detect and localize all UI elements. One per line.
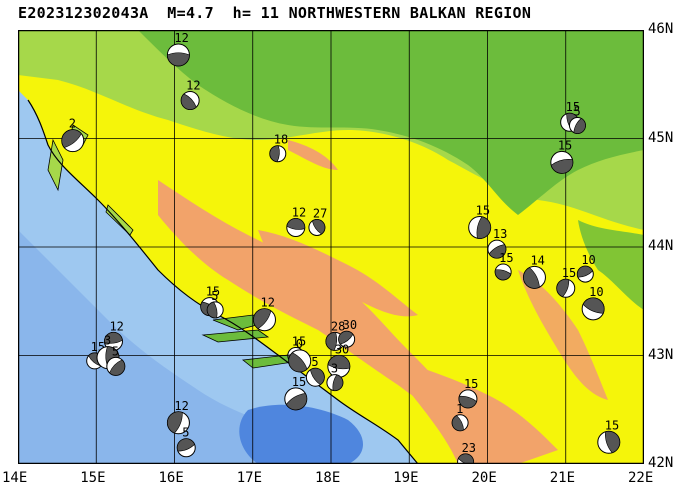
depth-label: 10 <box>581 253 595 267</box>
focal-mechanism: 12 <box>252 296 276 332</box>
longitude-label: 22E <box>628 470 654 486</box>
depth-label: 12 <box>174 31 188 45</box>
focal-mechanism: 12 <box>103 319 124 351</box>
longitude-label: 20E <box>471 470 497 486</box>
depth-label: 1 <box>456 402 463 416</box>
latitude-label: 45N <box>648 129 674 146</box>
focal-mechanism: 27 <box>308 206 327 236</box>
focal-mechanism: 15 <box>556 266 576 298</box>
focal-mechanism: 18 <box>269 133 288 163</box>
focal-mechanism: 2 <box>61 117 85 153</box>
depth-label: 13 <box>493 227 507 241</box>
focal-mechanism: 10 <box>581 285 605 321</box>
mountains-north <box>288 140 338 170</box>
depth-label: 15 <box>292 335 306 349</box>
longitude-label: 15E <box>80 470 106 486</box>
depth-label: 15 <box>566 100 580 114</box>
mountains-dinarides-1 <box>158 180 458 411</box>
depth-label: 5 <box>112 344 119 358</box>
focal-mechanism: 3 <box>326 362 344 392</box>
depth-label: 15 <box>464 377 478 391</box>
focal-mechanism: 1 <box>451 402 469 432</box>
focal-mechanism: 15 <box>597 418 621 454</box>
depth-label: 15 <box>605 418 619 432</box>
focal-mechanism: 12 <box>166 31 190 67</box>
focal-mechanism: 15 <box>284 375 308 411</box>
mountains-east <box>518 270 608 400</box>
longitude-label: 21E <box>549 470 576 486</box>
focal-mechanism: 13 <box>487 227 507 259</box>
focal-mechanism: 28 <box>325 319 345 351</box>
latitude-label: 43N <box>648 346 674 363</box>
depth-label: 3 <box>331 362 338 376</box>
focal-mechanism: 15 <box>550 138 574 174</box>
depth-label: 12 <box>174 399 188 413</box>
focal-mechanism: 5 <box>206 289 224 319</box>
plain-green <box>138 30 644 215</box>
longitude-label: 18E <box>315 470 341 486</box>
depth-label: 15 <box>476 203 490 217</box>
focal-mechanism: 15 <box>458 377 478 409</box>
map-border <box>17 29 645 465</box>
map-title: E202312302043A M=4.7 h= 11 NORTHWESTERN … <box>18 4 532 22</box>
depth-label: 28 <box>331 319 345 333</box>
latitude-label: 42N <box>648 455 674 471</box>
focal-mechanism: 30 <box>338 318 357 348</box>
focal-mechanism: 15 <box>468 203 492 239</box>
focal-mechanism: 10 <box>576 253 596 283</box>
coastline <box>27 99 419 464</box>
focal-mechanism: 12 <box>180 79 201 111</box>
focal-mechanism: 5 <box>176 426 196 458</box>
depth-label: 27 <box>313 206 327 220</box>
depth-label: 15 <box>558 138 572 152</box>
depth-label: 5 <box>182 426 189 440</box>
depth-label: 18 <box>274 133 288 147</box>
depth-label: 12 <box>186 79 200 93</box>
longitude-label: 16E <box>158 470 184 486</box>
depth-label: 15 <box>499 251 513 265</box>
longitude-label: 19E <box>393 470 419 486</box>
focal-mechanism: 0 <box>288 337 312 373</box>
depth-label: 12 <box>292 205 306 219</box>
longitude-label: 14E <box>2 470 28 486</box>
focal-mechanism: 5 <box>305 355 325 387</box>
latitude-label: 46N <box>648 21 674 37</box>
longitude-label: 17E <box>236 470 263 486</box>
sea-deep <box>239 404 363 464</box>
depth-label: 5 <box>311 355 318 369</box>
focal-mechanism: 5 <box>106 344 126 376</box>
depth-label: 0 <box>296 337 303 351</box>
depth-label: 30 <box>343 318 357 332</box>
focal-mechanism: 12 <box>166 399 190 435</box>
depth-label: 15 <box>206 285 220 299</box>
sea-mid <box>18 230 318 464</box>
island-hvar <box>201 329 270 343</box>
mountains-dinarides-2 <box>258 230 418 317</box>
focal-mechanism: 14 <box>522 253 546 289</box>
graticule <box>18 30 644 464</box>
focal-mechanism: 15 <box>494 251 514 281</box>
map-frame: 12 12 18 2 12 27 15 13 15 14 15 10 10 15 5 15 15 5 12 12 15 3… <box>17 29 645 471</box>
depth-label: 3 <box>104 334 111 348</box>
depth-label: 5 <box>573 104 580 118</box>
depth-label: 12 <box>260 296 274 310</box>
plain-green-east <box>578 220 644 310</box>
mountains-south <box>398 360 558 464</box>
focal-mechanism: 12 <box>286 205 306 237</box>
depth-label: 30 <box>335 342 349 356</box>
depth-label: 10 <box>589 285 603 299</box>
focal-mechanism: 5 <box>568 104 586 134</box>
depth-label: 12 <box>109 319 123 333</box>
focal-mechanism: 30 <box>327 342 351 378</box>
depth-label: 2 <box>69 117 76 131</box>
depth-label: 23 <box>462 441 476 455</box>
latitude-label: 44N <box>648 238 674 254</box>
depth-label: 15 <box>562 266 576 280</box>
depth-label: 5 <box>211 289 218 303</box>
depth-label: 14 <box>530 253 544 267</box>
depth-label: 15 <box>292 375 306 389</box>
